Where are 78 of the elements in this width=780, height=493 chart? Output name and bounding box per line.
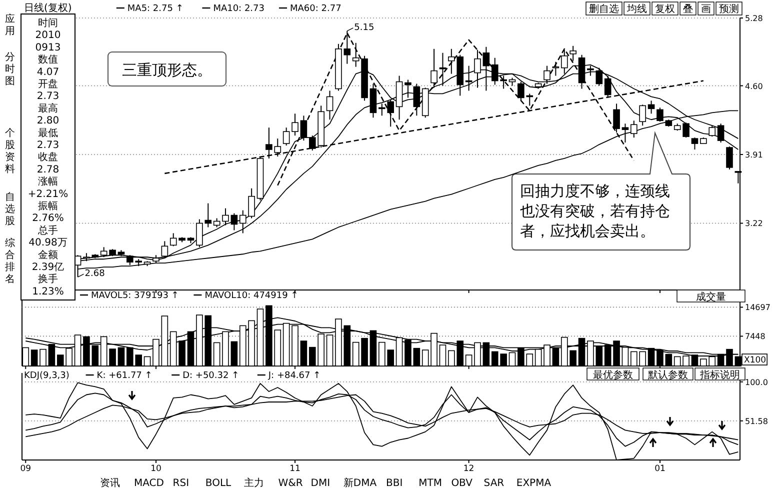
annotation: 最优参数	[593, 369, 633, 381]
text: 叠	[683, 4, 693, 15]
y-tick-label: 4.60	[745, 82, 763, 91]
text: MTM	[418, 478, 442, 489]
x-tick-label: 12	[463, 464, 474, 474]
text: RSI	[172, 478, 190, 489]
annotation: 开盘	[38, 78, 58, 90]
text: EXPMA	[516, 478, 552, 489]
annotation: 2.68	[84, 269, 106, 280]
legend-label: MA5: 2.75 ↑	[127, 4, 184, 14]
text: 分时图	[5, 51, 15, 87]
y-tick-label: 7448	[745, 332, 766, 342]
annotation: 涨幅	[38, 176, 58, 188]
legend-label: MA10: 2.73	[213, 4, 265, 14]
text: BOLL	[205, 478, 232, 489]
annotation: 数值	[38, 54, 58, 66]
annotation: 2010	[35, 30, 61, 42]
annotation: 振幅	[38, 200, 58, 212]
annotation: 2.76%	[32, 213, 64, 224]
y-axis-title: X100	[744, 356, 766, 366]
annotation: 0913	[35, 42, 61, 54]
legend-label: D: +50.32 ↑	[182, 371, 240, 381]
annotation: 指标说明	[699, 369, 740, 381]
annotation: 默认参数	[647, 369, 688, 381]
text: W&R	[278, 478, 303, 489]
annotation: 收盘	[38, 151, 58, 164]
legend-label: MAVOL5: 379193 ↑	[91, 291, 179, 301]
text: 新DMA	[343, 477, 377, 489]
legend-title: KDJ(9,3,3)	[24, 371, 70, 381]
text: 删自选	[589, 3, 619, 15]
annotation: 2.39亿	[32, 262, 64, 273]
annotation: 2.73	[36, 140, 60, 151]
annotation: 换手	[38, 273, 58, 286]
text: MACD	[134, 478, 164, 489]
text: 个股资料	[5, 127, 15, 175]
legend-label: K: +61.77 ↑	[96, 371, 152, 381]
x-tick-label: 01	[654, 464, 666, 474]
annotation: 2.78	[36, 164, 60, 176]
text: 复权	[655, 3, 675, 15]
y-tick-label: 3.91	[745, 150, 763, 160]
x-tick-label: 09	[20, 464, 32, 474]
annotation: 回抽力度不够，连颈线也没有突破，若有持仓者，应找机会卖出。	[520, 182, 670, 240]
annotation: +2.21%	[28, 188, 68, 200]
annotation: 总手	[37, 224, 58, 236]
text: SAR	[484, 478, 504, 489]
annotation: 5.15	[354, 22, 374, 33]
text: 预测	[719, 3, 739, 15]
chart-title: 日线(复权)	[24, 2, 72, 14]
text: 资讯	[100, 477, 120, 489]
text: 画	[701, 4, 711, 15]
y-tick-label: 3.22	[745, 219, 763, 228]
annotation: 4.07	[36, 66, 60, 78]
text: DMI	[310, 478, 330, 489]
annotation: 最高	[38, 102, 58, 114]
text: 主力	[244, 477, 264, 489]
text: OBV	[451, 478, 473, 489]
text: 综合排名	[5, 237, 15, 285]
annotation: 时间	[38, 17, 58, 29]
x-tick-label: 10	[150, 464, 162, 474]
legend-label: MA60: 2.77	[290, 4, 342, 14]
text: BBI	[386, 478, 403, 489]
y-tick-label: 5.28	[745, 14, 763, 23]
text: 自选股	[5, 191, 15, 227]
annotation: 最低	[38, 128, 58, 139]
annotation: 1.23%	[32, 286, 64, 298]
text: 应用	[5, 13, 15, 37]
y-tick-label: 51.58	[745, 416, 768, 426]
x-tick-label: 11	[290, 464, 300, 474]
y-tick-label: 100.0	[745, 378, 768, 387]
y-tick-label: 14697	[745, 303, 770, 312]
annotation: 2.73	[36, 91, 60, 102]
annotation: 成交量	[696, 291, 726, 303]
annotation: 40.98万	[28, 238, 68, 249]
text: 均线	[626, 3, 647, 15]
annotation: 金额	[38, 248, 58, 261]
annotation: 三重顶形态。	[122, 61, 212, 79]
legend-label: J: +84.67 ↑	[267, 371, 321, 381]
annotation: 2.80	[36, 116, 60, 127]
